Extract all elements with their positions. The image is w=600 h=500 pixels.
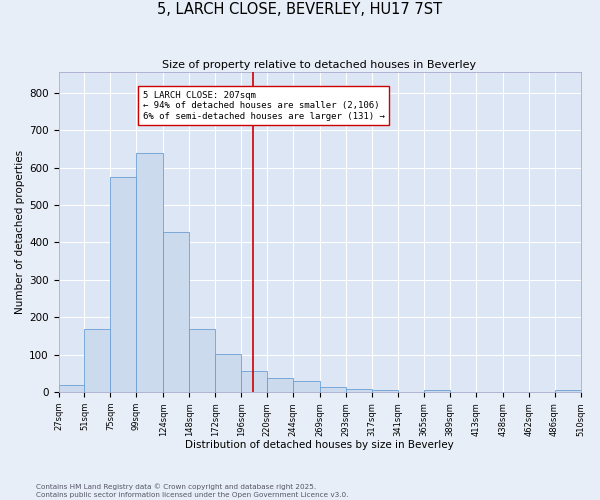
- Y-axis label: Number of detached properties: Number of detached properties: [15, 150, 25, 314]
- Bar: [320, 387, 346, 392]
- Bar: [424, 390, 450, 392]
- Text: 5, LARCH CLOSE, BEVERLEY, HU17 7ST: 5, LARCH CLOSE, BEVERLEY, HU17 7ST: [157, 2, 443, 18]
- Bar: [267, 378, 293, 392]
- Bar: [293, 381, 320, 392]
- Title: Size of property relative to detached houses in Beverley: Size of property relative to detached ho…: [163, 60, 476, 70]
- Text: 5 LARCH CLOSE: 207sqm
← 94% of detached houses are smaller (2,106)
6% of semi-de: 5 LARCH CLOSE: 207sqm ← 94% of detached …: [143, 91, 385, 120]
- Bar: [110, 177, 136, 392]
- Bar: [59, 384, 85, 392]
- Bar: [189, 328, 215, 392]
- Bar: [136, 154, 163, 392]
- Bar: [85, 330, 110, 392]
- X-axis label: Distribution of detached houses by size in Beverley: Distribution of detached houses by size …: [185, 440, 454, 450]
- Bar: [346, 389, 372, 392]
- Bar: [372, 390, 398, 392]
- Bar: [241, 372, 267, 392]
- Bar: [215, 354, 241, 392]
- Bar: [554, 390, 581, 392]
- Text: Contains HM Land Registry data © Crown copyright and database right 2025.
Contai: Contains HM Land Registry data © Crown c…: [36, 484, 349, 498]
- Bar: [163, 232, 189, 392]
